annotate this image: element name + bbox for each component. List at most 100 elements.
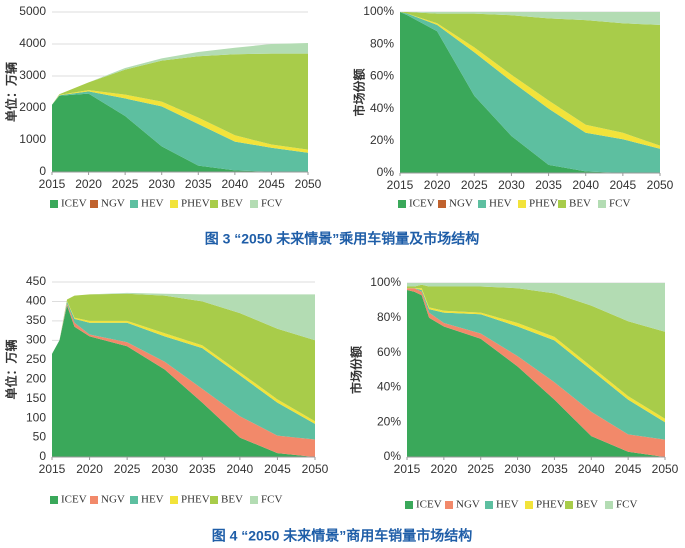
y-tick-label: 2000 [19,100,46,114]
x-tick-label: 2045 [610,178,637,192]
legend-swatch [170,200,178,208]
legend-label: ICEV [61,198,87,210]
legend-label: PHEV [536,499,565,511]
y-tick-label: 60% [370,69,394,83]
y-tick-label: 350 [26,313,46,327]
x-tick-label: 2050 [295,177,322,191]
caption: 图 3 “2050 未来情景”乘用车销量及市场结构 [205,231,480,247]
legend-swatch [210,496,218,504]
x-tick-label: 2045 [264,462,291,476]
legend-label: NGV [449,198,473,210]
legend-swatch [90,200,98,208]
x-tick-label: 2015 [39,177,66,191]
x-tick-label: 2040 [222,177,249,191]
area [407,283,665,332]
legend-swatch [518,200,526,208]
x-tick-label: 2015 [387,178,414,192]
legend-swatch [478,200,486,208]
legend-swatch [438,200,446,208]
legend-label: BEV [576,499,598,511]
x-tick-label: 2040 [578,462,605,476]
x-tick-label: 2030 [498,178,525,192]
y-tick-label: 3000 [19,68,46,82]
x-tick-label: 2015 [394,462,421,476]
legend-swatch [90,496,98,504]
y-tick-label: 300 [26,333,46,347]
caption: 图 4 “2050 未来情景”商用车销量市场结构 [212,528,473,544]
legend-label: FCV [616,499,637,511]
y-axis-title: 市场份额 [352,68,367,116]
legend-swatch [405,501,413,509]
legend-label: FCV [261,494,282,506]
area [52,303,315,457]
y-tick-label: 100% [370,275,401,289]
y-tick-label: 100% [363,4,394,18]
y-tick-label: 80% [377,310,401,324]
x-tick-label: 2020 [431,462,458,476]
area [52,292,315,354]
legend-swatch [445,501,453,509]
x-tick-label: 2050 [647,178,674,192]
legend-label: HEV [489,198,512,210]
legend-label: ICEV [409,198,435,210]
area [52,293,315,422]
x-tick-label: 2035 [189,462,216,476]
legend-label: BEV [221,198,243,210]
legend-label: NGV [456,499,480,511]
legend-swatch [50,496,58,504]
area [407,288,665,440]
x-tick-label: 2025 [467,462,494,476]
legend-swatch [605,501,613,509]
x-tick-label: 2025 [112,177,139,191]
x-tick-label: 2035 [535,178,562,192]
legend-swatch [398,200,406,208]
legend-swatch [250,496,258,504]
legend-swatch [598,200,606,208]
legend-swatch [210,200,218,208]
legend-label: HEV [141,494,164,506]
legend-label: FCV [261,198,282,210]
y-tick-label: 400 [26,294,46,308]
area [52,90,308,153]
legend-label: HEV [496,499,519,511]
x-tick-label: 2020 [76,462,103,476]
x-tick-label: 2050 [652,462,679,476]
legend-swatch [130,200,138,208]
y-tick-label: 0% [377,165,395,179]
legend-label: BEV [569,198,591,210]
legend-swatch [250,200,258,208]
area [407,288,665,457]
area [52,91,308,172]
x-tick-label: 2015 [39,462,66,476]
y-tick-label: 0 [39,164,46,178]
legend-label: NGV [101,494,125,506]
y-tick-label: 40% [370,101,394,115]
y-tick-label: 100 [26,410,46,424]
area [52,305,315,457]
x-tick-label: 2045 [615,462,642,476]
x-tick-label: 2025 [461,178,488,192]
area [407,284,665,419]
legend-swatch [50,200,58,208]
legend-swatch [170,496,178,504]
legend-label: PHEV [181,494,210,506]
x-tick-label: 2020 [424,178,451,192]
area [400,12,660,25]
x-tick-label: 2025 [114,462,141,476]
x-tick-label: 2040 [227,462,254,476]
area [407,290,665,457]
y-axis-title: 单位：万辆 [4,339,19,399]
x-tick-label: 2040 [572,178,599,192]
legend-label: NGV [101,198,125,210]
area [400,12,660,173]
area [52,53,308,150]
y-tick-label: 5000 [19,4,46,18]
x-tick-label: 2035 [185,177,212,191]
x-tick-label: 2035 [541,462,568,476]
x-tick-label: 2045 [258,177,285,191]
y-tick-label: 20% [370,133,394,147]
legend-swatch [525,501,533,509]
legend-label: ICEV [61,494,87,506]
legend-label: HEV [141,198,164,210]
